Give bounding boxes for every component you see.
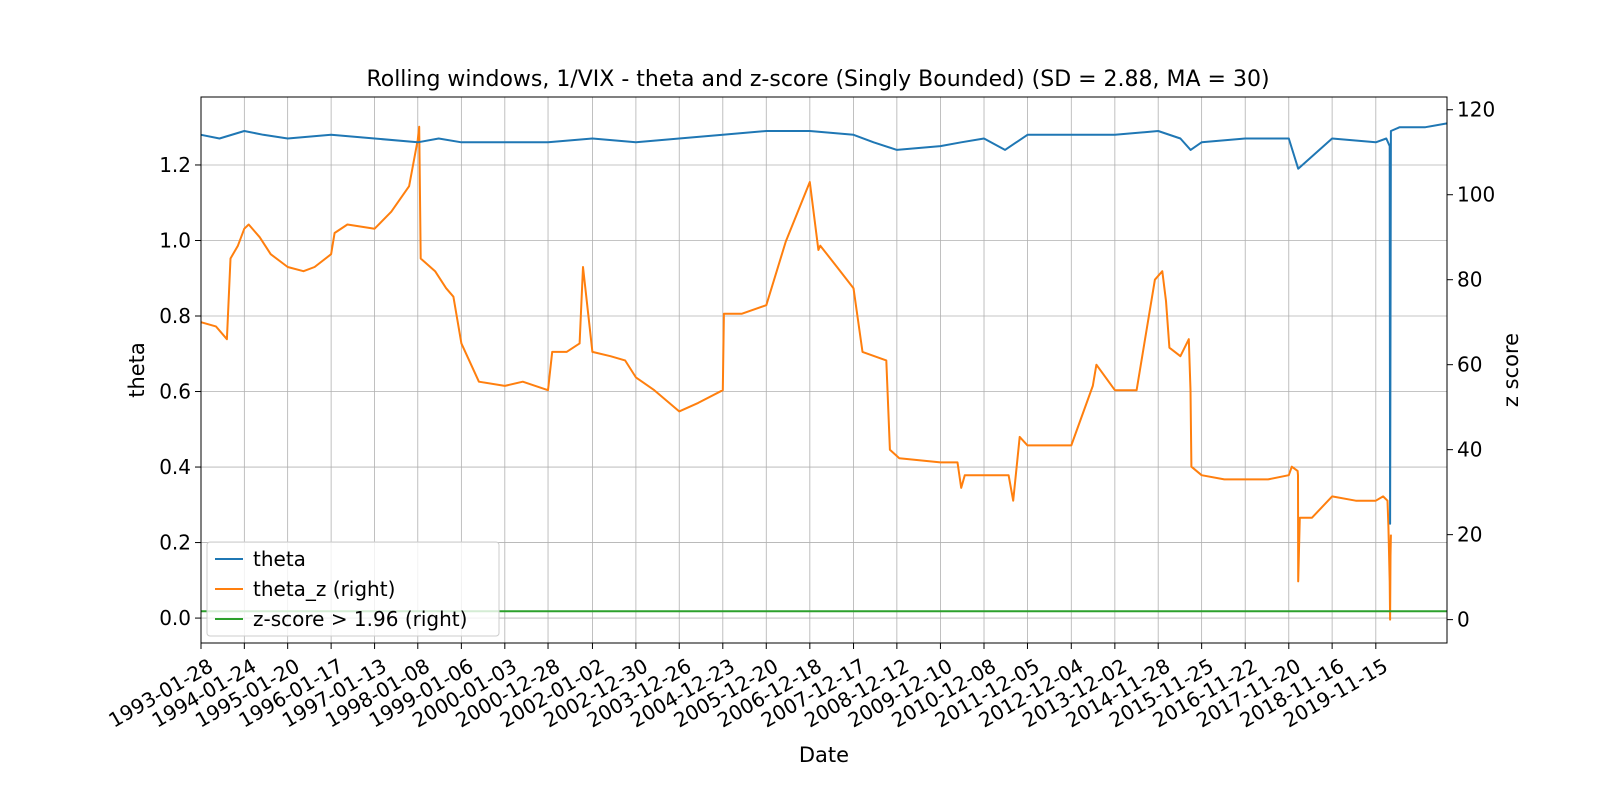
x-axis: 1993-01-281994-01-241995-01-201996-01-17… bbox=[104, 643, 1392, 732]
y-tick-label: 1.2 bbox=[159, 153, 191, 177]
y-axis-right: 0 20 40 60 80 100 120 bbox=[1447, 98, 1495, 632]
plot-frame bbox=[200, 96, 1448, 644]
y-tick-label: 0.2 bbox=[159, 531, 191, 555]
y2-tick-label: 0 bbox=[1457, 608, 1470, 632]
legend-label-threshold: z-score > 1.96 (right) bbox=[253, 607, 467, 631]
y2-tick-label: 120 bbox=[1457, 98, 1495, 122]
y-tick-label: 0.6 bbox=[159, 380, 191, 404]
x-axis-label: Date bbox=[799, 743, 849, 767]
y-tick-label: 0.4 bbox=[159, 455, 191, 479]
y-axis-left: 0.0 0.2 0.4 0.6 0.8 1.0 1.2 bbox=[159, 153, 201, 630]
y2-tick-label: 100 bbox=[1457, 183, 1495, 207]
y2-axis-label: z score bbox=[1499, 333, 1523, 407]
y2-tick-label: 60 bbox=[1457, 353, 1482, 377]
series-line-theta-z-right bbox=[200, 125, 1392, 621]
y2-tick-label: 40 bbox=[1457, 438, 1482, 462]
y-tick-label: 0.8 bbox=[159, 304, 191, 328]
legend-label-theta-z: theta_z (right) bbox=[253, 577, 395, 601]
series-line-theta bbox=[200, 122, 1448, 525]
legend: theta theta_z (right) z-score > 1.96 (ri… bbox=[206, 541, 500, 637]
y-tick-label: 0.0 bbox=[159, 606, 191, 630]
y2-tick-label: 80 bbox=[1457, 268, 1482, 292]
legend-box bbox=[206, 541, 500, 637]
chart-title: Rolling windows, 1/VIX - theta and z-sco… bbox=[366, 67, 1269, 92]
legend-label-theta: theta bbox=[253, 547, 306, 571]
y2-tick-label: 20 bbox=[1457, 523, 1482, 547]
y-tick-label: 1.0 bbox=[159, 228, 191, 252]
y-axis-label: theta bbox=[125, 342, 149, 398]
